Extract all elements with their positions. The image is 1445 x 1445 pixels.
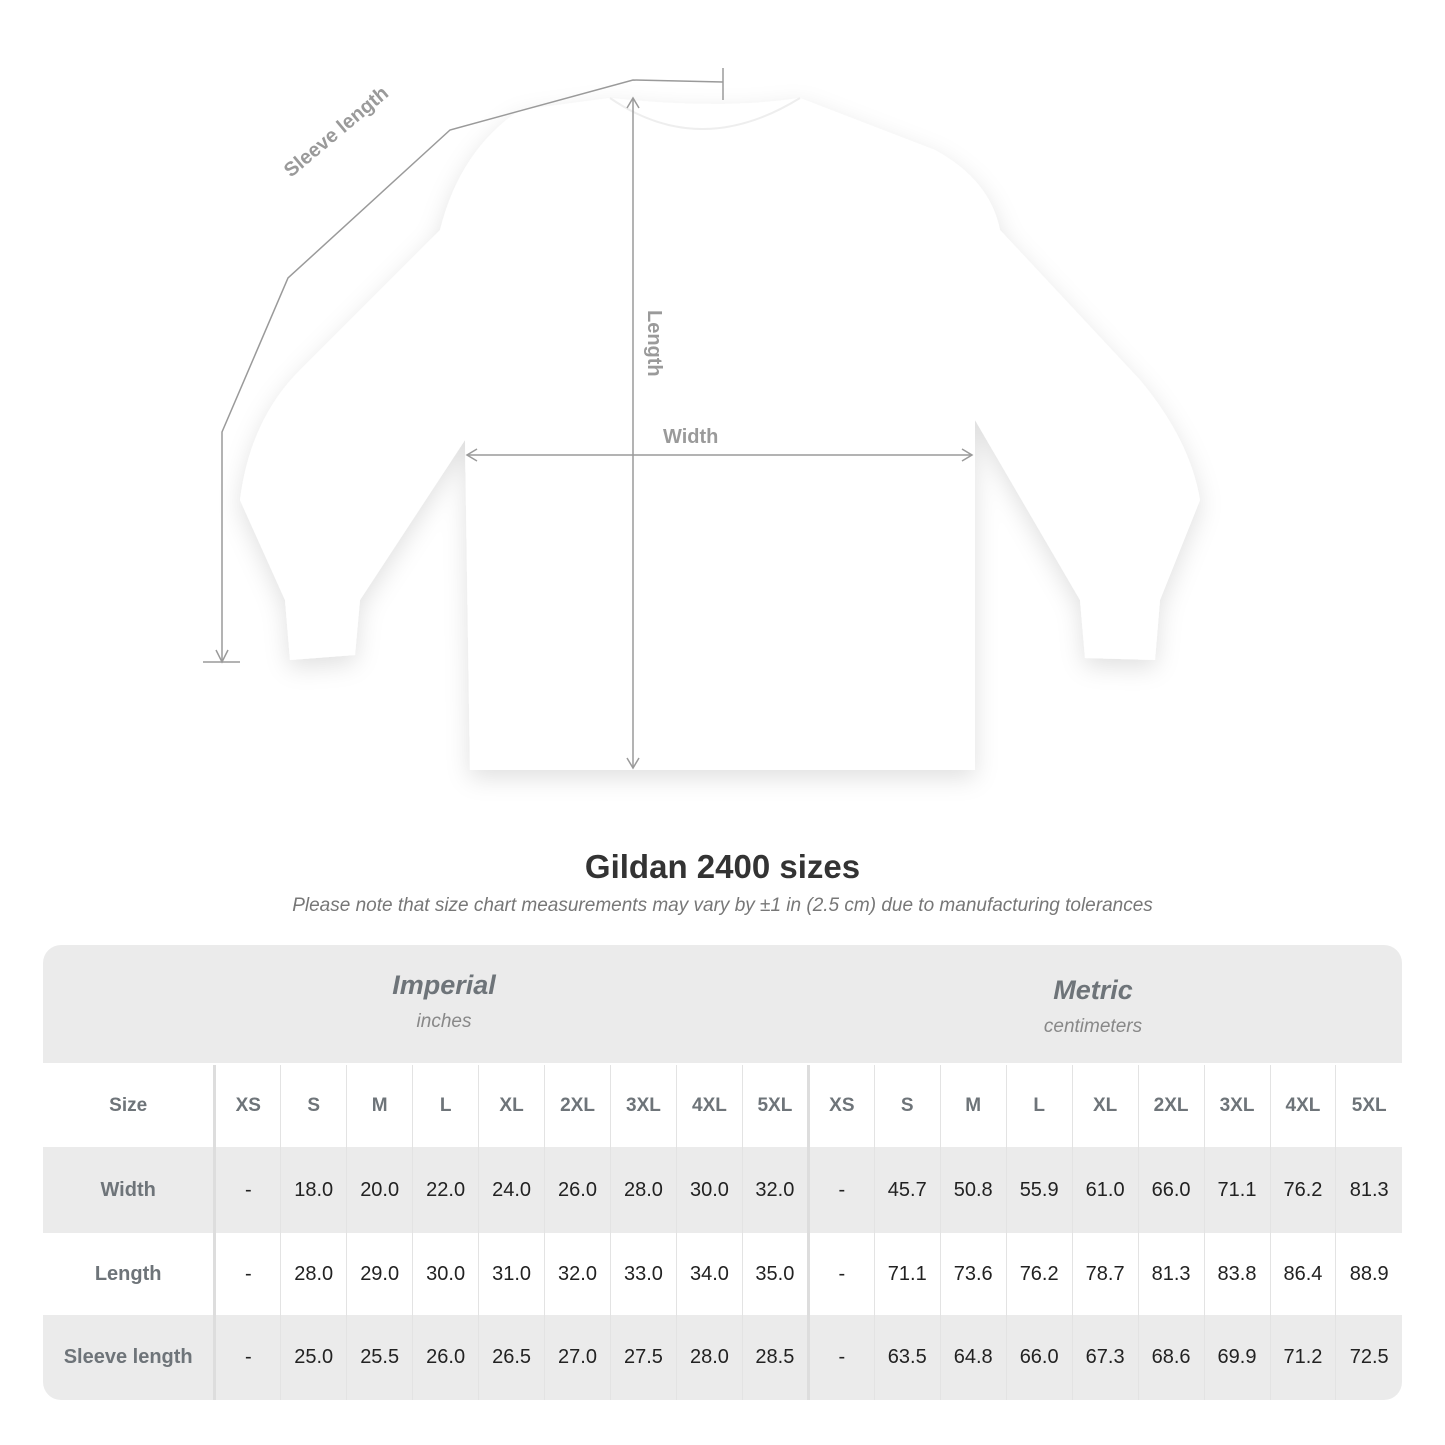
- shirt-diagram: [203, 68, 1200, 770]
- imperial-size-5xl: 5XL: [741, 1065, 809, 1147]
- imperial-cell: 28.5: [741, 1315, 809, 1400]
- imperial-cell: -: [214, 1147, 281, 1233]
- row-label: Width: [43, 1147, 217, 1233]
- size-table-card: Imperial inches Metric centimeters Size XS S…: [43, 945, 1402, 1400]
- metric-cell: 67.3: [1071, 1315, 1139, 1400]
- imperial-cell: 32.0: [741, 1147, 809, 1233]
- metric-size-xs: XS: [806, 1065, 875, 1147]
- sleeve-length-line: [221, 79, 724, 660]
- imperial-cell: 32.0: [544, 1233, 611, 1315]
- imperial-cell: 25.5: [346, 1315, 413, 1400]
- metric-cell: 45.7: [873, 1147, 941, 1233]
- imperial-cell: 25.0: [280, 1315, 347, 1400]
- size-label: Size: [43, 1065, 217, 1147]
- metric-size-2xl: 2XL: [1137, 1065, 1205, 1147]
- metric-size-3xl: 3XL: [1203, 1065, 1270, 1147]
- imperial-cell: 35.0: [741, 1233, 809, 1315]
- imperial-size-2xl: 2XL: [544, 1065, 611, 1147]
- imperial-cell: 27.0: [544, 1315, 611, 1400]
- metric-cell: 68.6: [1137, 1315, 1205, 1400]
- imperial-cell: 28.0: [610, 1147, 677, 1233]
- imperial-size-l: L: [412, 1065, 479, 1147]
- metric-cell: 81.3: [1335, 1147, 1402, 1233]
- imperial-cell: 28.0: [675, 1315, 743, 1400]
- metric-cell: 76.2: [1269, 1147, 1336, 1233]
- metric-cell: -: [806, 1315, 875, 1400]
- table-row: Width -18.0 20.0 22.0 24.0 26.0 28.0 30.0 32.0-4…: [43, 1147, 1402, 1233]
- metric-cell: 88.9: [1335, 1233, 1402, 1315]
- table-row: Sleeve length -25.0 25.5 26.0 26.5 27.0 27.5 28…: [43, 1315, 1402, 1400]
- imperial-cell: 18.0: [280, 1147, 347, 1233]
- imperial-cell: 26.5: [478, 1315, 545, 1400]
- metric-cell: 63.5: [873, 1315, 941, 1400]
- tolerance-note: Please note that size chart measurements…: [292, 895, 1153, 916]
- metric-cell: 71.1: [1203, 1147, 1270, 1233]
- imperial-cell: 30.0: [675, 1147, 743, 1233]
- imperial-cell: 28.0: [280, 1233, 347, 1315]
- metric-size-xl: XL: [1071, 1065, 1139, 1147]
- imperial-cell: 22.0: [412, 1147, 479, 1233]
- imperial-heading: Imperial: [392, 970, 496, 1000]
- imperial-cell: 30.0: [412, 1233, 479, 1315]
- metric-size-5xl: 5XL: [1335, 1065, 1402, 1147]
- imperial-unit: inches: [416, 1011, 472, 1032]
- length-label: Length: [643, 310, 665, 377]
- page-title: Gildan 2400 sizes: [584, 848, 861, 885]
- imperial-cell: 26.0: [412, 1315, 479, 1400]
- imperial-cell: 29.0: [346, 1233, 413, 1315]
- metric-size-m: M: [939, 1065, 1007, 1147]
- size-header-row: Size XS S M L XL 2XL 3XL 4XL 5XL XS S M L XL 2XL 3XL 4XL 5…: [43, 1065, 1402, 1147]
- imperial-cell: 27.5: [610, 1315, 677, 1400]
- metric-cell: 61.0: [1071, 1147, 1139, 1233]
- metric-unit: centimeters: [1043, 1016, 1143, 1037]
- imperial-cell: 33.0: [610, 1233, 677, 1315]
- imperial-cell: 20.0: [346, 1147, 413, 1233]
- metric-cell: 72.5: [1335, 1315, 1402, 1400]
- row-label: Sleeve length: [43, 1315, 217, 1400]
- size-table: Size XS S M L XL 2XL 3XL 4XL 5XL XS S M L XL 2XL 3XL 4XL 5…: [43, 1065, 1402, 1400]
- metric-cell: -: [806, 1233, 875, 1315]
- imperial-cell: -: [214, 1315, 281, 1400]
- metric-size-4xl: 4XL: [1269, 1065, 1336, 1147]
- metric-cell: 73.6: [939, 1233, 1007, 1315]
- metric-size-s: S: [873, 1065, 941, 1147]
- metric-cell: 76.2: [1005, 1233, 1073, 1315]
- table-header-band: Imperial inches Metric centimeters: [43, 945, 1402, 1063]
- imperial-cell: -: [214, 1233, 281, 1315]
- table-row: Length -28.0 29.0 30.0 31.0 32.0 33.0 34.0 35.0-…: [43, 1233, 1402, 1315]
- metric-heading: Metric: [1053, 975, 1133, 1005]
- metric-cell: 55.9: [1005, 1147, 1073, 1233]
- metric-cell: 71.2: [1269, 1315, 1336, 1400]
- imperial-size-4xl: 4XL: [675, 1065, 743, 1147]
- metric-size-l: L: [1005, 1065, 1073, 1147]
- imperial-size-xl: XL: [478, 1065, 545, 1147]
- metric-cell: 66.0: [1005, 1315, 1073, 1400]
- metric-cell: 71.1: [873, 1233, 941, 1315]
- metric-cell: 50.8: [939, 1147, 1007, 1233]
- metric-cell: 83.8: [1203, 1233, 1270, 1315]
- shirt-shape: [240, 98, 1200, 770]
- imperial-size-3xl: 3XL: [610, 1065, 677, 1147]
- imperial-cell: 26.0: [544, 1147, 611, 1233]
- imperial-size-xs: XS: [214, 1065, 281, 1147]
- imperial-size-s: S: [280, 1065, 347, 1147]
- metric-cell: 78.7: [1071, 1233, 1139, 1315]
- metric-cell: 86.4: [1269, 1233, 1336, 1315]
- imperial-cell: 31.0: [478, 1233, 545, 1315]
- metric-cell: 69.9: [1203, 1315, 1270, 1400]
- metric-cell: 81.3: [1137, 1233, 1205, 1315]
- imperial-cell: 34.0: [675, 1233, 743, 1315]
- metric-cell: 64.8: [939, 1315, 1007, 1400]
- metric-cell: -: [806, 1147, 875, 1233]
- imperial-cell: 24.0: [478, 1147, 545, 1233]
- metric-cell: 66.0: [1137, 1147, 1205, 1233]
- imperial-size-m: M: [346, 1065, 413, 1147]
- row-label: Length: [43, 1233, 217, 1315]
- width-label: Width: [663, 426, 719, 448]
